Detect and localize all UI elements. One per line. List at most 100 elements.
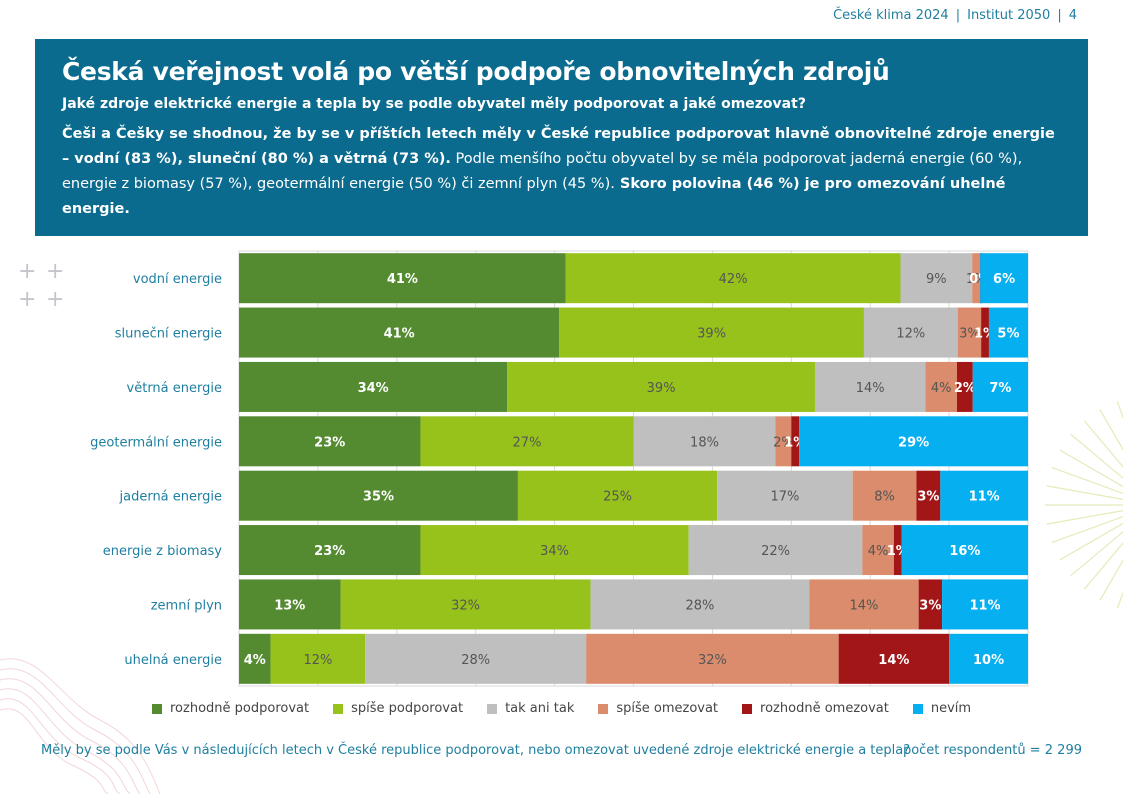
legend-label: rozhodně omezovat [760,701,889,716]
bar-segment [586,633,839,684]
page-header-meta: České klima 2024 | Institut 2050 | 4 [833,8,1077,23]
data-label: 2% [773,435,794,450]
bar-segment [791,416,800,467]
data-label: 4% [868,544,889,559]
sun-ray [1083,420,1123,468]
header-panel: Česká veřejnost volá po větší podpoře ob… [35,39,1088,236]
bar-segment [239,361,508,412]
data-label: 27% [513,435,542,450]
category-label: zemní plyn [151,598,222,613]
data-label: 22% [761,544,790,559]
plus-icon: + [18,287,37,312]
legend-label: spíše podporovat [351,701,464,716]
data-label: 12% [896,327,925,342]
data-label: 39% [697,327,726,342]
bar-segment [852,470,917,521]
org-name: Institut 2050 [967,8,1051,23]
data-label: 39% [647,381,676,396]
bar-segment [775,416,792,467]
data-label: 18% [690,435,719,450]
bar-segment [239,470,518,521]
bar-segment [814,361,926,412]
bar-segment [270,633,366,684]
sun-ray [1046,485,1123,500]
data-label: 34% [358,381,389,396]
data-label: 13% [274,598,305,613]
bar-segment [559,307,864,358]
data-label: 3% [917,490,939,505]
bar-segment [809,579,919,630]
bar-segment [901,525,1028,576]
bar-segment [239,525,421,576]
data-label: 4% [931,381,952,396]
page-number: 4 [1068,8,1077,23]
data-label: 28% [461,653,490,668]
bar-segment [507,361,815,412]
data-label: 11% [969,598,1000,613]
data-label: 25% [603,490,632,505]
legend-item: nevím [912,701,972,716]
data-label: 2% [954,381,976,396]
report-name: České klima 2024 [833,8,949,23]
bar-segment [949,633,1028,684]
survey-question: Měly by se podle Vás v následujících let… [41,743,911,758]
bar-segment [925,361,957,412]
legend-swatch [598,703,609,714]
category-label: uhelná energie [124,653,222,668]
bar-segment [918,579,943,630]
sun-ray [1083,542,1123,590]
sun-ray [1059,522,1123,561]
bar-segment [893,525,902,576]
bar-segment [565,253,901,304]
bar-segment [239,416,421,467]
bar-segment [799,416,1028,467]
bar-segment [900,253,973,304]
bar-segment [972,253,981,304]
legend-item: rozhodně podporovat [152,701,309,716]
category-label: jaderná energie [119,490,223,505]
bar-segment [988,307,1028,358]
plus-icon: + [46,287,65,312]
bar-segment [956,361,973,412]
data-label: 5% [997,327,1019,342]
data-label: 23% [314,435,345,450]
legend-swatch [487,703,498,714]
plus-icon: + [18,259,37,284]
page-subtitle: Jaké zdroje elektrické energie a tepla b… [62,96,806,112]
legend-item: rozhodně omezovat [742,701,889,716]
plus-icon: + [46,259,65,284]
data-label: 41% [387,272,418,287]
legend-swatch [742,703,753,714]
legend-swatch [912,703,923,714]
sun-ray [1051,466,1123,494]
data-label: 9% [926,272,947,287]
bar-segment [980,253,1028,304]
chart-legend: rozhodně podporovat spíše podporovat tak a… [152,701,995,716]
legend-label: nevím [930,701,972,716]
data-label: 3% [959,327,980,342]
bar-segment [717,470,853,521]
bar-segment [420,525,689,576]
data-label: 14% [878,653,909,668]
bar-segment [916,470,941,521]
sun-ray [1070,531,1123,577]
bar-segment [517,470,718,521]
bar-segment [688,525,863,576]
data-label: 29% [898,435,929,450]
sun-ray [1070,433,1123,479]
data-label: 23% [314,544,345,559]
bar-segment [420,416,634,467]
wave-decoration [0,658,161,794]
bar-segment [940,470,1028,521]
legend-label: tak ani tak [505,701,575,716]
bar-segment [365,633,587,684]
category-label: vodní energie [133,272,222,287]
data-label: 42% [719,272,748,287]
legend-item: tak ani tak [487,701,574,716]
category-label: geotermální energie [90,435,222,450]
data-label: 14% [856,381,885,396]
data-label: 16% [949,544,980,559]
bar-segment [340,579,591,630]
data-label: 12% [303,653,332,668]
